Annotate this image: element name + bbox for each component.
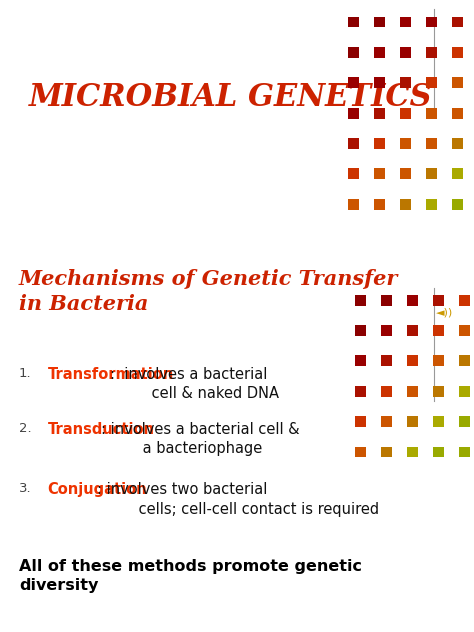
- Point: [461, 295, 468, 305]
- Point: [401, 199, 409, 209]
- Point: [454, 199, 461, 209]
- Text: 2.: 2.: [19, 422, 32, 435]
- Point: [428, 78, 435, 88]
- Point: [375, 108, 383, 118]
- Point: [349, 199, 357, 209]
- Point: [454, 138, 461, 149]
- Point: [383, 295, 390, 305]
- Point: [375, 47, 383, 58]
- Point: [428, 169, 435, 179]
- Point: [401, 78, 409, 88]
- Point: [435, 416, 442, 427]
- Point: [349, 47, 357, 58]
- Point: [383, 447, 390, 457]
- Text: : involves two bacterial
         cells; cell-cell contact is required: : involves two bacterial cells; cell-cel…: [97, 482, 379, 517]
- Point: [349, 78, 357, 88]
- Point: [454, 108, 461, 118]
- Point: [383, 325, 390, 336]
- Point: [356, 416, 364, 427]
- Point: [401, 47, 409, 58]
- Text: :  involves a bacterial
         cell & naked DNA: : involves a bacterial cell & naked DNA: [110, 367, 280, 401]
- Point: [349, 169, 357, 179]
- Point: [409, 356, 416, 366]
- Point: [461, 356, 468, 366]
- Point: [349, 17, 357, 27]
- Point: [356, 447, 364, 457]
- Point: [375, 138, 383, 149]
- Point: [409, 325, 416, 336]
- Point: [409, 295, 416, 305]
- Text: 3.: 3.: [19, 482, 32, 495]
- Point: [461, 325, 468, 336]
- Point: [409, 447, 416, 457]
- Point: [401, 17, 409, 27]
- Text: Mechanisms of Genetic Transfer
in Bacteria: Mechanisms of Genetic Transfer in Bacter…: [19, 269, 398, 314]
- Point: [409, 386, 416, 396]
- Point: [356, 295, 364, 305]
- Point: [435, 356, 442, 366]
- Point: [428, 47, 435, 58]
- Point: [454, 17, 461, 27]
- Point: [356, 356, 364, 366]
- Text: Transformation: Transformation: [47, 367, 173, 382]
- Text: : involves a bacterial cell &
         a bacteriophage: : involves a bacterial cell & a bacterio…: [101, 422, 300, 456]
- Text: 1.: 1.: [19, 367, 32, 380]
- Point: [428, 17, 435, 27]
- Point: [428, 138, 435, 149]
- Point: [349, 108, 357, 118]
- Point: [401, 169, 409, 179]
- Point: [428, 199, 435, 209]
- Point: [435, 447, 442, 457]
- Text: Transduction: Transduction: [47, 422, 155, 437]
- Text: All of these methods promote genetic
diversity: All of these methods promote genetic div…: [19, 559, 362, 593]
- Point: [401, 138, 409, 149]
- Point: [454, 169, 461, 179]
- Point: [435, 386, 442, 396]
- Point: [383, 356, 390, 366]
- Point: [383, 386, 390, 396]
- Text: MICROBIAL GENETICS: MICROBIAL GENETICS: [28, 82, 432, 114]
- Text: ◄)): ◄)): [436, 308, 453, 318]
- Point: [454, 78, 461, 88]
- Point: [435, 325, 442, 336]
- Point: [375, 169, 383, 179]
- Point: [428, 108, 435, 118]
- Point: [401, 108, 409, 118]
- Point: [461, 386, 468, 396]
- Point: [435, 295, 442, 305]
- Point: [356, 325, 364, 336]
- Point: [375, 78, 383, 88]
- Point: [383, 416, 390, 427]
- Point: [461, 416, 468, 427]
- Point: [375, 199, 383, 209]
- Point: [375, 17, 383, 27]
- Point: [409, 416, 416, 427]
- Point: [454, 47, 461, 58]
- Point: [349, 138, 357, 149]
- Point: [356, 386, 364, 396]
- Text: Conjugation: Conjugation: [47, 482, 147, 497]
- Point: [461, 447, 468, 457]
